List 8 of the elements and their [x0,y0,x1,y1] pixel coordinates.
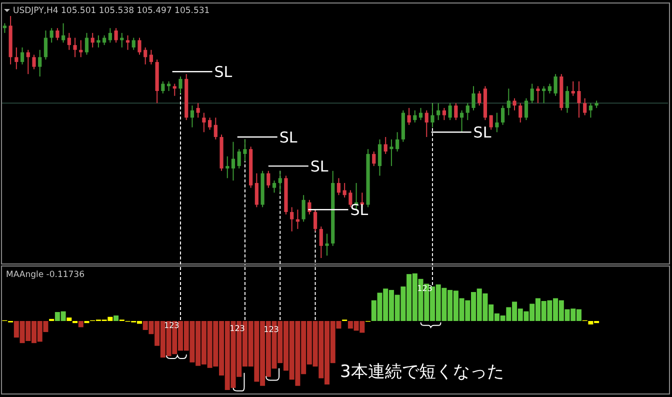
annotation: SL [279,128,298,146]
annotation: SL [310,157,329,176]
annotation: SL [214,63,233,82]
chart-title: USDJPY,H4 105.501 105.538 105.497 105.531 [13,6,210,16]
chart-title: MAAngle -0.11736 [6,270,84,280]
annotation: SL [473,124,492,142]
annotation: SL [350,201,369,219]
annotation: 3本連続で短くなった [340,362,504,382]
